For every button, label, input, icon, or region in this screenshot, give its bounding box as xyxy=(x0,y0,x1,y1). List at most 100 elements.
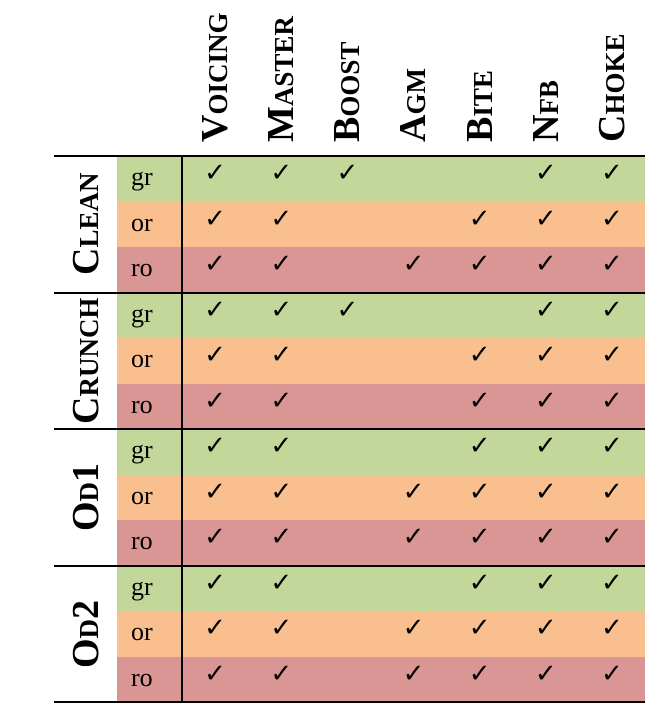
group-label-text: Od1 xyxy=(64,463,107,532)
check-mark-icon: ✓ xyxy=(534,476,557,507)
check-mark-icon: ✓ xyxy=(468,567,491,598)
group-label-text: Od2 xyxy=(64,599,107,668)
column-header-label: Boost xyxy=(326,41,369,142)
check-mark-icon: ✓ xyxy=(270,340,293,370)
table-bottom-border xyxy=(54,701,645,703)
column-header-label: Voicing xyxy=(194,12,237,142)
check-mark-icon: ✓ xyxy=(336,158,359,188)
row-label: gr xyxy=(131,571,153,601)
check-mark-icon: ✓ xyxy=(534,249,557,279)
check-mark-icon: ✓ xyxy=(204,294,226,325)
check-mark-icon: ✓ xyxy=(270,476,293,507)
check-mark-icon: ✓ xyxy=(534,203,557,234)
check-mark-icon: ✓ xyxy=(204,658,226,689)
row-label: gr xyxy=(131,298,153,328)
check-mark-icon: ✓ xyxy=(204,385,226,416)
check-mark-icon: ✓ xyxy=(534,522,557,552)
check-mark-icon: ✓ xyxy=(601,522,623,552)
table-row xyxy=(117,156,645,202)
check-mark-icon: ✓ xyxy=(402,476,425,507)
group-label-od1: Od1 xyxy=(54,429,117,566)
check-mark-icon: ✓ xyxy=(601,340,623,370)
check-mark-icon: ✓ xyxy=(204,203,226,234)
row-label: or xyxy=(131,617,153,646)
group-divider xyxy=(54,291,645,294)
check-mark-icon: ✓ xyxy=(534,567,557,598)
check-mark-icon: ✓ xyxy=(402,522,425,552)
check-mark-icon: ✓ xyxy=(270,522,293,552)
check-mark-icon: ✓ xyxy=(468,249,491,279)
row-label: ro xyxy=(131,526,153,555)
check-mark-icon: ✓ xyxy=(204,613,226,643)
check-mark-icon: ✓ xyxy=(534,340,557,370)
column-header-boost: Boost xyxy=(314,6,380,142)
check-mark-icon: ✓ xyxy=(270,203,293,234)
check-mark-icon: ✓ xyxy=(601,431,623,461)
check-mark-icon: ✓ xyxy=(204,476,226,507)
column-header-master: Master xyxy=(248,6,314,142)
table-row xyxy=(117,429,645,475)
check-mark-icon: ✓ xyxy=(534,613,557,643)
check-mark-icon: ✓ xyxy=(468,203,491,234)
group-divider xyxy=(54,428,645,430)
table-row xyxy=(117,383,645,429)
row-label: ro xyxy=(131,662,153,692)
check-mark-icon: ✓ xyxy=(204,431,226,461)
table-row xyxy=(117,474,645,520)
row-label: ro xyxy=(131,389,153,419)
row-label: gr xyxy=(131,162,153,191)
row-label: or xyxy=(131,344,153,373)
column-header-label: Bite xyxy=(458,70,501,142)
column-header-voicing: Voicing xyxy=(182,6,248,142)
check-mark-icon: ✓ xyxy=(601,613,623,643)
group-divider xyxy=(54,155,645,157)
check-mark-icon: ✓ xyxy=(601,249,623,279)
column-header-bite: Bite xyxy=(447,6,513,142)
row-label: ro xyxy=(131,253,153,282)
column-header-nfb: Nfb xyxy=(513,6,579,142)
check-mark-icon: ✓ xyxy=(468,613,491,643)
check-mark-icon: ✓ xyxy=(601,385,623,416)
check-mark-icon: ✓ xyxy=(601,567,623,598)
group-label-od2: Od2 xyxy=(54,566,117,703)
table-row xyxy=(117,611,645,657)
check-mark-icon: ✓ xyxy=(468,340,491,370)
label-column-divider xyxy=(181,156,183,702)
check-mark-icon: ✓ xyxy=(534,294,557,325)
check-mark-icon: ✓ xyxy=(468,431,491,461)
table-row xyxy=(117,201,645,247)
table-row xyxy=(117,338,645,384)
table-row xyxy=(117,520,645,566)
check-mark-icon: ✓ xyxy=(270,385,293,416)
group-label-text: Clean xyxy=(64,172,107,276)
check-mark-icon: ✓ xyxy=(270,249,293,279)
check-mark-icon: ✓ xyxy=(270,658,293,689)
group-divider xyxy=(54,564,645,567)
check-mark-icon: ✓ xyxy=(468,522,491,552)
row-label: gr xyxy=(131,435,153,464)
check-mark-icon: ✓ xyxy=(534,658,557,689)
group-label-crunch: Crunch xyxy=(54,293,117,430)
check-mark-icon: ✓ xyxy=(270,567,293,598)
row-label: or xyxy=(131,207,153,237)
check-mark-icon: ✓ xyxy=(204,567,226,598)
check-mark-icon: ✓ xyxy=(601,476,623,507)
check-mark-icon: ✓ xyxy=(336,294,359,325)
check-mark-icon: ✓ xyxy=(204,340,226,370)
check-mark-icon: ✓ xyxy=(534,385,557,416)
group-label-text: Crunch xyxy=(64,297,107,424)
column-header-label: Nfb xyxy=(524,80,567,142)
check-mark-icon: ✓ xyxy=(204,522,226,552)
check-mark-icon: ✓ xyxy=(402,249,425,279)
check-mark-icon: ✓ xyxy=(468,385,491,416)
check-mark-icon: ✓ xyxy=(601,203,623,234)
check-mark-icon: ✓ xyxy=(601,658,623,689)
check-mark-icon: ✓ xyxy=(204,249,226,279)
column-header-agm: Agm xyxy=(380,6,446,142)
column-header-label: Master xyxy=(260,16,303,142)
check-mark-icon: ✓ xyxy=(204,158,226,188)
column-header-label: Choke xyxy=(590,33,633,142)
table-row xyxy=(117,656,645,702)
check-mark-icon: ✓ xyxy=(534,431,557,461)
